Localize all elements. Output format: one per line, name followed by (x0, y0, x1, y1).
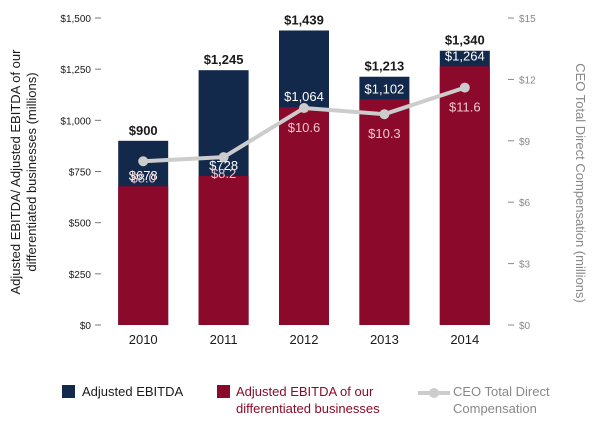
y2-tick-label: $15 (519, 14, 536, 25)
y-tick-label: $750 (69, 168, 92, 179)
y-axis-label: Adjusted EBITDA/ Adjusted EBITDA of ourd… (8, 49, 39, 295)
ceo-compensation-label: $10.3 (368, 126, 401, 141)
bar-differentiated-ebitda (118, 186, 169, 325)
legend-swatch-adjusted-ebitda (62, 385, 75, 398)
legend-label-ceo-line2: Compensation (453, 401, 537, 416)
legend-item-ceo-compensation: CEO Total Direct Compensation (418, 384, 588, 418)
y-tick-label: $500 (69, 219, 92, 230)
ceo-compensation-point (459, 82, 470, 93)
ceo-compensation-label: $8.2 (211, 166, 236, 181)
ceo-compensation-label: $11.6 (449, 100, 481, 115)
differentiated-value-label: $1,102 (365, 81, 405, 96)
differentiated-value-label: $728 (209, 158, 238, 173)
y2-tick-label: $3 (519, 260, 531, 271)
ceo-compensation-point (218, 152, 229, 163)
x-tick-label: 2014 (450, 332, 479, 347)
legend-label-differentiated-line2: differentiated businesses (236, 401, 380, 416)
total-value-label: $900 (129, 123, 158, 138)
y-tick-label: $250 (69, 270, 92, 281)
y-tick-label: $1,000 (60, 116, 91, 127)
bar-differentiated-ebitda (198, 176, 249, 325)
y-axis-label-line2: differentiated businesses (millions) (24, 72, 39, 271)
bar-differentiated-ebitda (439, 66, 490, 325)
differentiated-value-label: $1,264 (445, 48, 485, 63)
ceo-compensation-point (138, 156, 149, 167)
legend-item-adjusted-ebitda: Adjusted EBITDA (62, 384, 202, 402)
x-tick-label: 2013 (370, 332, 399, 347)
total-value-label: $1,245 (204, 52, 244, 67)
y-tick-label: $1,250 (60, 65, 91, 76)
ceo-compensation-point (299, 103, 309, 114)
legend-label-adjusted-ebitda: Adjusted EBITDA (82, 384, 184, 399)
total-value-label: $1,439 (284, 12, 324, 27)
x-tick-label: 2011 (210, 332, 238, 347)
y2-tick-label: $12 (519, 75, 536, 86)
ceo-compensation-label: $8.0 (131, 170, 156, 185)
total-value-label: $1,213 (365, 59, 405, 74)
x-tick-label: 2012 (290, 332, 319, 347)
ceo-compensation-label: $10.6 (288, 120, 321, 135)
differentiated-value-label: $1,064 (284, 89, 324, 104)
legend-item-differentiated: Adjusted EBITDA of our differentiated bu… (217, 384, 407, 418)
total-value-label: $1,340 (445, 33, 485, 48)
y2-axis-label: CEO Total Direct Compensation (millions) (573, 63, 588, 303)
ceo-compensation-point (379, 109, 390, 120)
bar-differentiated-ebitda (279, 107, 329, 325)
differentiated-value-label: $678 (129, 168, 158, 183)
y2-tick-label: $6 (519, 198, 531, 209)
x-tick-label: 2010 (129, 332, 158, 347)
legend-marker-ceo-compensation (418, 388, 450, 398)
legend-swatch-differentiated (217, 385, 230, 398)
y-tick-label: $1,500 (60, 14, 91, 25)
y2-tick-label: $0 (519, 321, 531, 332)
bar-differentiated-ebitda (359, 99, 410, 325)
legend-label-differentiated-line1: Adjusted EBITDA of our (236, 384, 374, 399)
y-axis-label-line1: Adjusted EBITDA/ Adjusted EBITDA of our (8, 49, 23, 295)
y2-tick-label: $9 (519, 137, 531, 148)
y-tick-label: $0 (80, 321, 92, 332)
legend-label-ceo-line1: CEO Total Direct (453, 384, 550, 399)
